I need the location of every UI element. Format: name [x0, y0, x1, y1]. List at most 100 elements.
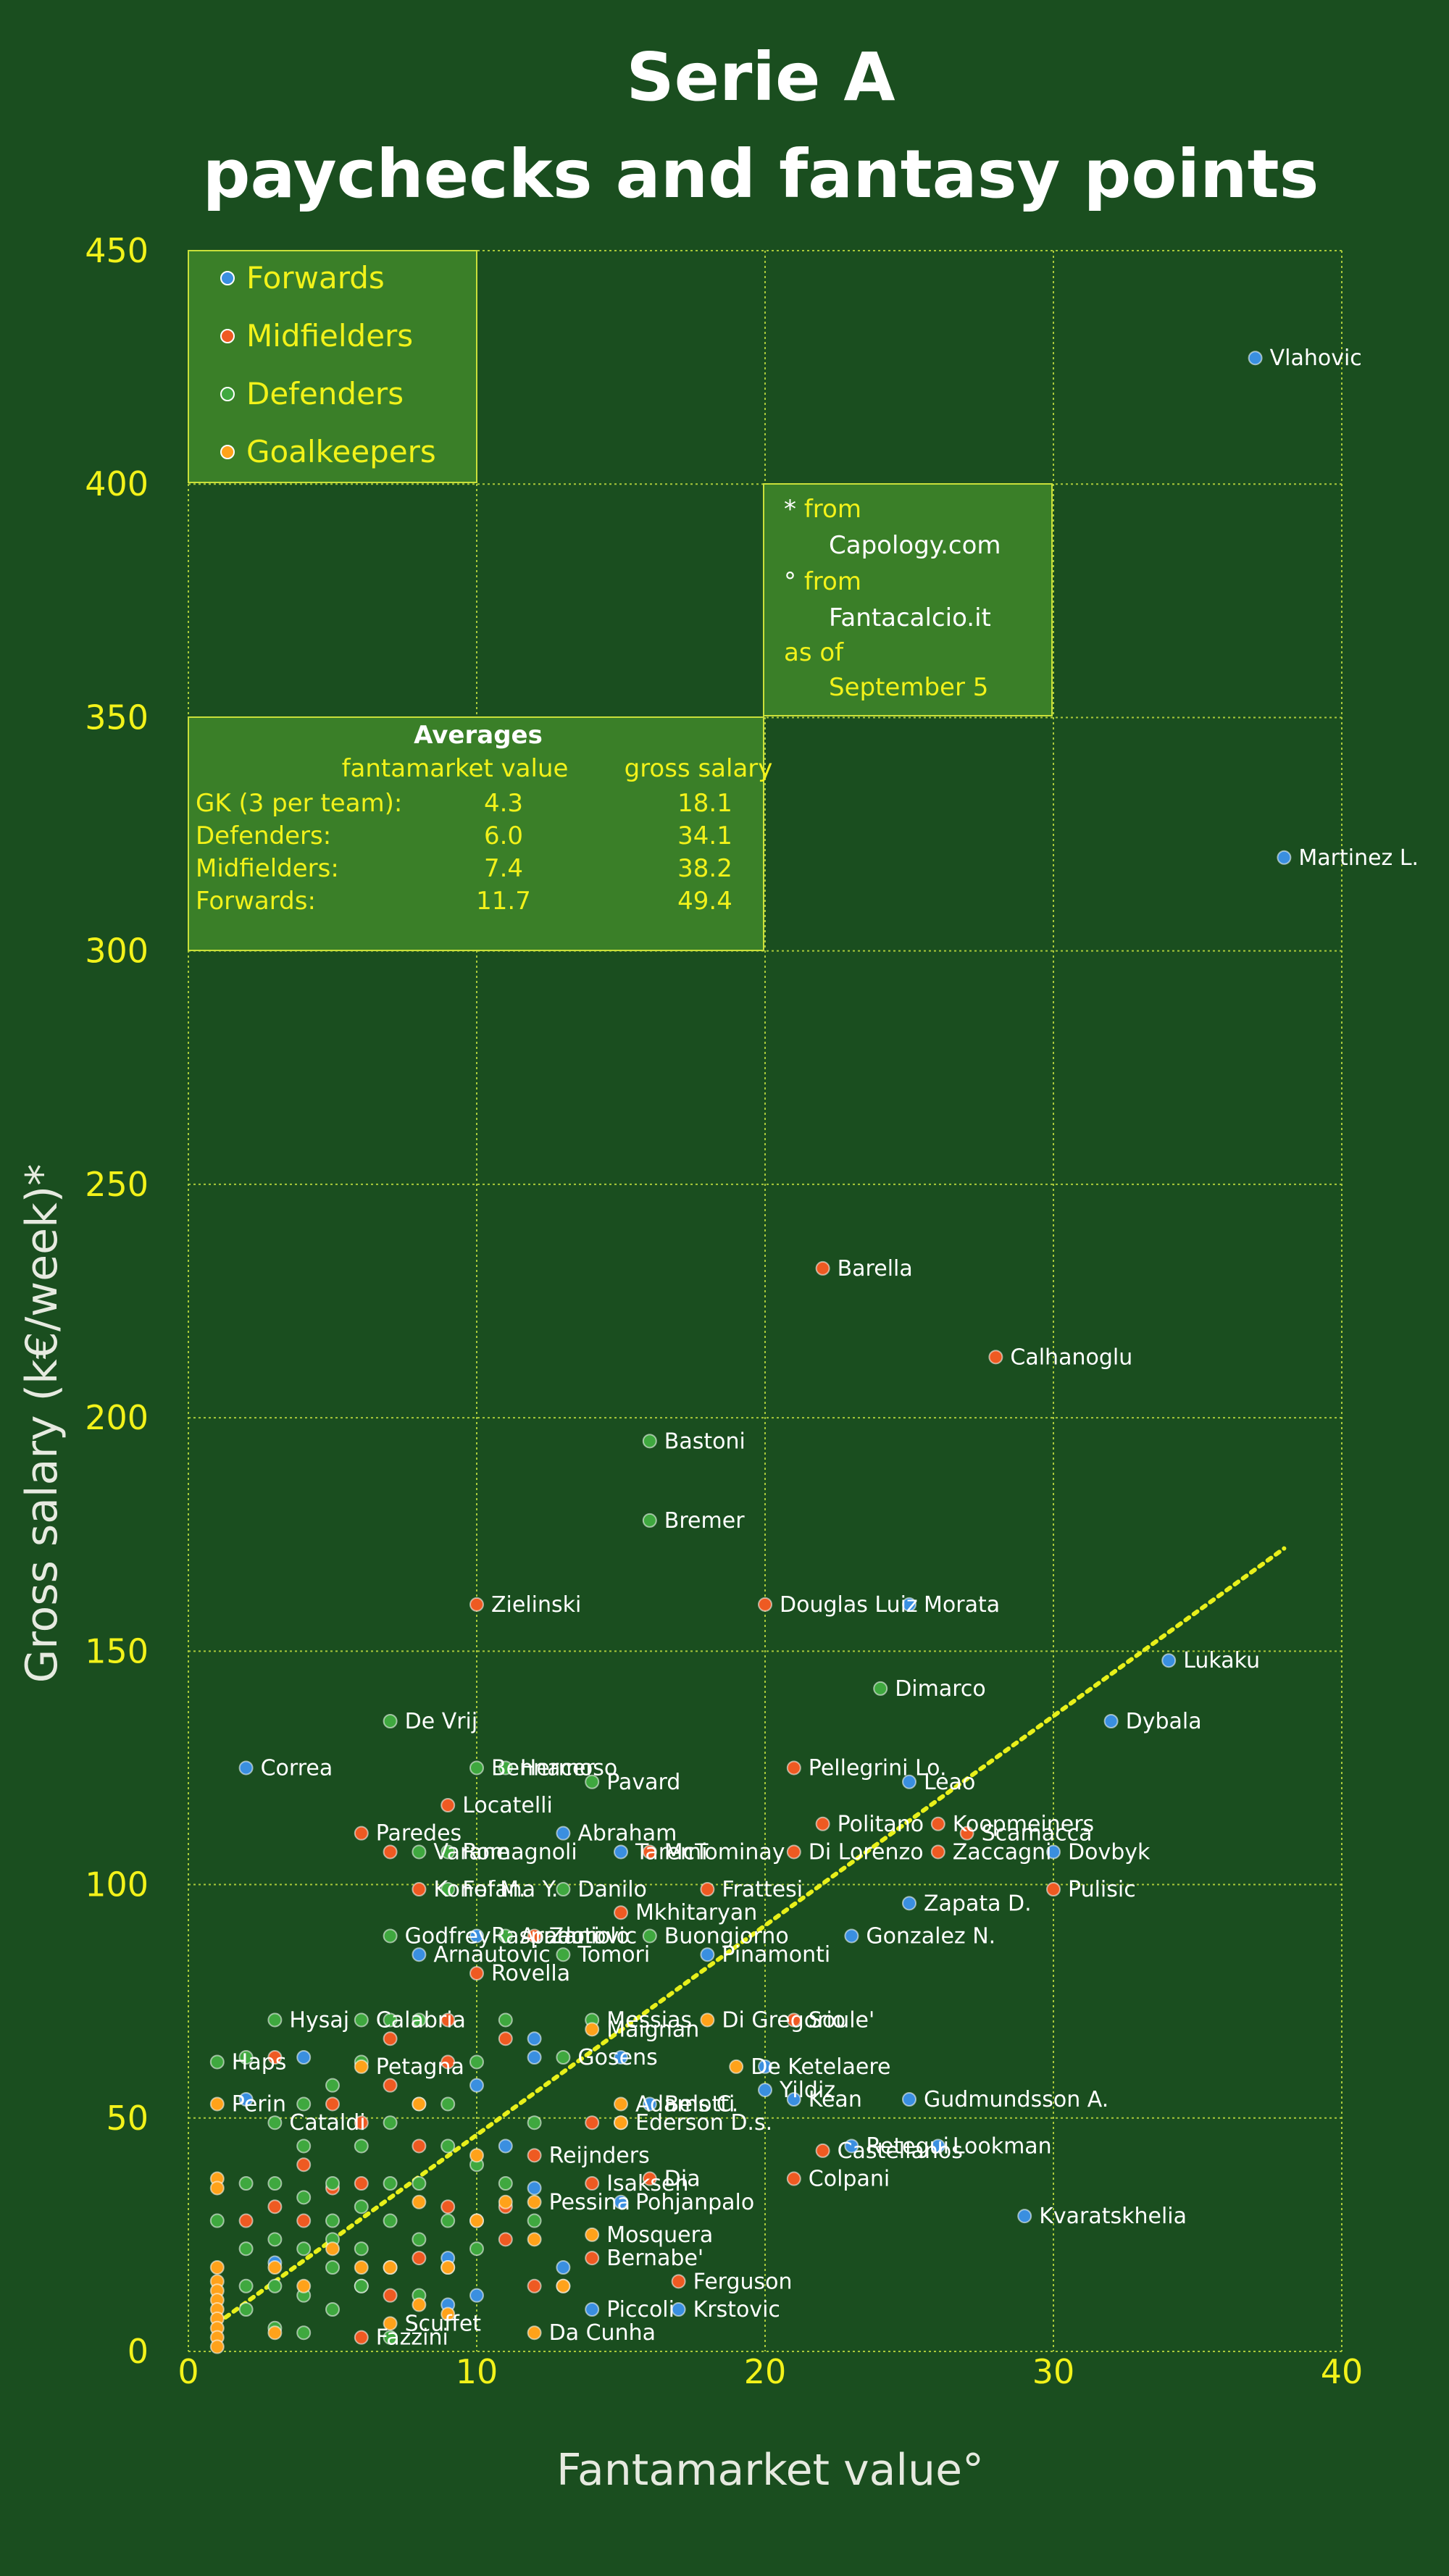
- point-defenders-hermoso: [498, 1760, 513, 1776]
- point-midfielders: [296, 2157, 312, 2173]
- x-axis-label: Fantamarket value°: [556, 2445, 984, 2496]
- legend-label-midfielders: Midfielders: [246, 318, 413, 354]
- point-label-bremer: Bremer: [664, 1508, 745, 1534]
- note-salary-prefix: * from: [784, 495, 861, 524]
- sources-box-bg: [763, 483, 1053, 716]
- legend-label-goalkeepers: Goalkeepers: [246, 434, 436, 469]
- point-goalkeepers: [469, 2148, 484, 2163]
- point-forwards-piccoli: [585, 2302, 600, 2317]
- point-defenders-fofana-y: [440, 1882, 456, 1897]
- chart-title-line2: paychecks and fantasy points: [203, 135, 1319, 213]
- point-goalkeepers: [296, 2278, 312, 2293]
- point-midfielders: [383, 2031, 398, 2046]
- point-label-de-vrij: De Vrij: [405, 1709, 478, 1734]
- point-goalkeepers: [527, 2232, 542, 2247]
- point-midfielders: [296, 2213, 312, 2228]
- point-label-koopmeiners: Koopmeiners: [953, 1812, 1094, 1837]
- note-salary-from: from: [804, 495, 861, 524]
- averages-row-salary: 38.2: [677, 854, 732, 883]
- point-midfielders: [498, 2031, 513, 2046]
- point-defenders: [238, 2050, 254, 2065]
- point-label-mkhitaryan: Mkhitaryan: [635, 1900, 757, 1925]
- point-defenders-pavard: [585, 1774, 600, 1789]
- point-label-belotti: Belotti: [664, 2091, 735, 2117]
- x-tick-label: 10: [456, 2352, 498, 2391]
- point-label-arnautovic: Arnautovic: [520, 1923, 637, 1949]
- point-forwards-raspadori: [469, 1928, 484, 1944]
- point-midfielders: [267, 2199, 283, 2215]
- point-defenders-tomori: [556, 1947, 571, 1962]
- point-defenders-haps: [209, 2054, 225, 2070]
- point-midfielders-koopmeiners: [930, 1816, 945, 1831]
- point-defenders-godfrey: [383, 1928, 398, 1944]
- point-defenders-arnautovic: [498, 1928, 513, 1944]
- point-defenders: [296, 2190, 312, 2205]
- point-label-gudmundsson-a: Gudmundsson A.: [924, 2087, 1108, 2112]
- note-value-source: Fantacalcio.it: [829, 603, 991, 632]
- point-forwards-arnautovic: [412, 1947, 427, 1962]
- point-midfielders: [383, 2078, 398, 2093]
- point-label-haps: Haps: [232, 2049, 287, 2075]
- averages-row-value: 11.7: [476, 887, 531, 916]
- legend-marker-midfielders: [220, 329, 235, 343]
- point-label-pellegrini-lo: Pellegrini Lo.: [809, 1755, 947, 1781]
- point-label-castellanos: Castellanos: [838, 2138, 963, 2164]
- point-midfielders-dia: [642, 2171, 657, 2186]
- point-defenders-bastoni: [642, 1434, 657, 1449]
- point-defenders: [267, 2278, 283, 2293]
- point-forwards: [527, 2180, 542, 2196]
- point-label-dia: Dia: [664, 2167, 701, 2192]
- averages-row-salary: 18.1: [677, 789, 732, 818]
- point-labels: Vlahovic Martinez L. Morata Lukaku Dybala Lea…: [232, 346, 1419, 2350]
- y-tick-label: 300: [85, 932, 149, 971]
- point-goalkeepers-maignan: [585, 2022, 600, 2037]
- averages-col-salary: gross salary: [625, 754, 773, 783]
- y-tick-label: 250: [85, 1165, 149, 1204]
- point-forwards-krstovic: [671, 2302, 686, 2317]
- legend: Forwards Midfielders Defenders Goalkeepe…: [188, 250, 477, 483]
- point-forwards: [527, 2050, 542, 2065]
- point-label-douglas-luiz: Douglas Luiz: [780, 1592, 918, 1618]
- point-label-kean: Kean: [809, 2087, 862, 2112]
- point-forwards: [469, 2078, 484, 2093]
- legend-marker-goalkeepers: [220, 445, 235, 459]
- point-label-de-ketelaere: De Ketelaere: [751, 2054, 890, 2080]
- y-tick-label: 100: [85, 1865, 149, 1904]
- point-midfielders: [440, 2054, 456, 2070]
- legend-box: [188, 250, 477, 483]
- point-label-dybala: Dybala: [1126, 1709, 1202, 1734]
- point-forwards-kvaratskhelia: [1017, 2209, 1032, 2224]
- point-forwards-pohjanpalo: [614, 2194, 628, 2209]
- point-label-rovella: Rovella: [491, 1961, 570, 1986]
- point-defenders: [440, 2096, 456, 2112]
- point-label-mctominay: McTominay: [664, 1839, 785, 1865]
- point-forwards-leao: [902, 1774, 916, 1789]
- point-goalkeepers: [469, 2213, 484, 2228]
- point-midfielders-mctominay: [642, 1844, 657, 1860]
- point-defenders: [498, 2012, 513, 2028]
- point-label-fofana-y: Fofana Y.: [462, 1877, 558, 1902]
- point-defenders-cataldi: [267, 2115, 283, 2130]
- point-label-zaccagni: Zaccagni: [953, 1839, 1052, 1865]
- point-forwards-retegui: [844, 2138, 859, 2154]
- note-value-from: from: [804, 567, 861, 596]
- point-forwards-vlahovic: [1248, 351, 1263, 366]
- y-tick-label: 200: [85, 1398, 149, 1437]
- point-defenders: [325, 2260, 340, 2275]
- point-goalkeepers: [440, 2307, 456, 2322]
- point-goalkeepers: [209, 2339, 225, 2354]
- trend-line: [214, 1546, 1287, 2326]
- point-defenders-hysaj: [267, 2012, 283, 2028]
- legend-label-forwards: Forwards: [246, 260, 385, 296]
- point-goalkeepers: [354, 2260, 369, 2275]
- point-midfielders: [498, 2232, 513, 2247]
- point-defenders: [238, 2241, 254, 2257]
- point-defenders: [296, 2138, 312, 2154]
- averages-table: Averages fantamarket value gross salary …: [188, 716, 773, 951]
- point-goalkeepers: [267, 2260, 283, 2275]
- point-forwards-yildiz: [758, 2083, 772, 2098]
- point-label-pulisic: Pulisic: [1068, 1877, 1136, 1902]
- point-label-pinamonti: Pinamonti: [722, 1942, 830, 1967]
- point-goalkeepers: [412, 2096, 427, 2112]
- point-midfielders: [440, 2199, 456, 2215]
